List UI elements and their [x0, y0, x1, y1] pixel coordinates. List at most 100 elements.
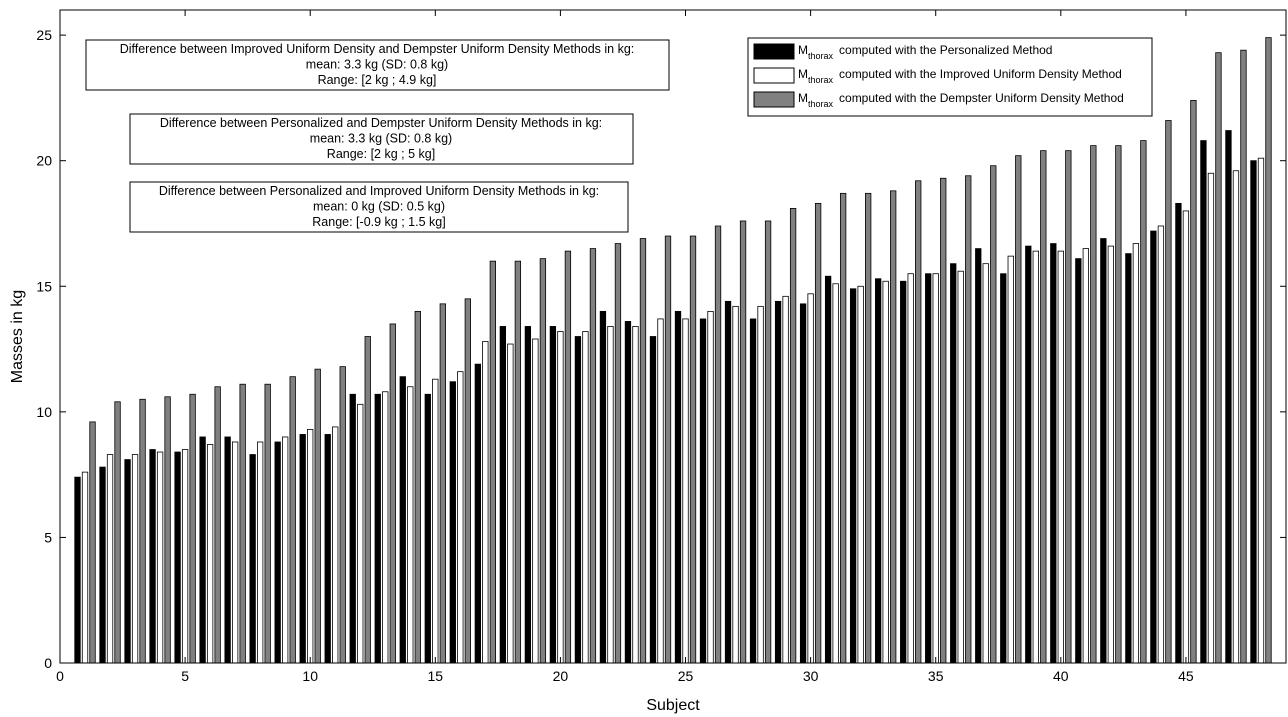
bar-series1-subject-12	[349, 393, 356, 664]
bar-series3-subject-47	[1240, 49, 1247, 664]
bar-series3-subject-3	[139, 398, 146, 664]
bar-series2-subject-4	[156, 451, 164, 664]
annotation-line: Difference between Personalized and Impr…	[159, 184, 599, 198]
bar-series3-subject-15	[439, 303, 446, 664]
annotation-line: mean: 3.3 kg (SD: 0.8 kg)	[310, 132, 452, 146]
bar-series3-subject-39	[1040, 150, 1047, 664]
bar-series1-subject-39	[1025, 245, 1032, 664]
bar-series1-subject-25	[674, 310, 682, 664]
bar-series1-subject-17	[474, 363, 481, 664]
bar-series3-subject-24	[664, 235, 672, 664]
bar-series1-subject-30	[799, 303, 807, 664]
bar-series2-subject-46	[1207, 172, 1215, 664]
bar-series2-subject-22	[607, 326, 614, 664]
bar-series3-subject-27	[739, 220, 747, 664]
bar-series2-subject-45	[1182, 210, 1190, 664]
legend-entry-3: Mthorax computed with the Dempster Unifor…	[753, 91, 1124, 109]
bar-series3-subject-40	[1065, 150, 1072, 664]
bar-series3-subject-13	[389, 323, 396, 664]
bar-series1-subject-24	[649, 336, 657, 664]
bar-series1-subject-43	[1125, 253, 1132, 664]
bar-series3-subject-26	[714, 225, 722, 664]
legend-label: Mthorax computed with the Improved Unifor…	[798, 67, 1122, 85]
bar-series2-subject-20	[557, 331, 564, 664]
y-tick-label: 15	[36, 278, 52, 294]
bar-series1-subject-20	[549, 326, 557, 664]
annotation-frame	[129, 181, 629, 233]
y-tick-label: 25	[36, 27, 52, 43]
bar-series2-subject-38	[1007, 255, 1014, 664]
bar-series1-subject-18	[499, 326, 507, 664]
bar-series2-subject-21	[582, 331, 589, 664]
bar-series3-subject-36	[965, 175, 972, 664]
bar-series2-subject-14	[407, 386, 414, 664]
bar-series1-subject-13	[374, 393, 381, 664]
bar-series1-subject-45	[1175, 202, 1182, 664]
bar-series1-subject-22	[599, 310, 607, 664]
bar-series1-subject-32	[849, 288, 857, 664]
bar-series1-subject-47	[1225, 130, 1232, 664]
bar-series3-subject-11	[339, 366, 346, 664]
bar-series3-subject-22	[614, 243, 622, 664]
bar-series1-subject-29	[774, 300, 782, 664]
bar-series1-subject-4	[149, 449, 156, 664]
bar-series1-subject-7	[224, 436, 231, 664]
bar-series1-subject-10	[299, 434, 306, 664]
bar-series2-subject-7	[231, 441, 239, 664]
annotation-box-2: Difference between Personalized and Demp…	[129, 113, 634, 165]
annotation-box-3: Difference between Personalized and Impr…	[129, 181, 629, 233]
plot-frame	[59, 9, 1287, 664]
bar-series1-subject-9	[274, 441, 281, 664]
bar-series3-subject-9	[289, 376, 296, 664]
bar-series2-subject-37	[982, 263, 989, 664]
bar-series2-subject-5	[181, 449, 189, 664]
bar-series2-subject-32	[857, 285, 864, 664]
bar-series3-subject-30	[814, 202, 822, 664]
bar-series2-subject-42	[1107, 245, 1114, 664]
bar-series2-subject-2	[106, 454, 114, 664]
bar-series2-subject-18	[507, 343, 514, 664]
bar-series1-subject-41	[1075, 258, 1082, 664]
bar-series2-subject-48	[1257, 157, 1265, 664]
bar-series1-subject-37	[975, 248, 982, 664]
bar-series2-subject-23	[632, 326, 639, 664]
bar-series1-subject-38	[1000, 273, 1007, 664]
bar-series3-subject-4	[164, 396, 171, 664]
bar-series1-subject-42	[1100, 238, 1107, 664]
x-axis-title: Subject	[646, 697, 700, 714]
bars-layer	[74, 37, 1272, 664]
annotation-line: Range: [2 kg ; 5 kg]	[327, 147, 435, 161]
bar-series1-subject-23	[624, 321, 632, 664]
bar-series1-subject-31	[824, 275, 832, 664]
bar-series2-subject-12	[357, 403, 364, 664]
bar-series3-subject-44	[1165, 120, 1172, 664]
bar-series2-subject-17	[482, 341, 489, 664]
bar-series3-subject-38	[1015, 155, 1022, 664]
x-tick-label: 30	[803, 668, 819, 684]
bar-series2-subject-19	[532, 338, 539, 664]
x-tick-label: 25	[678, 668, 694, 684]
bar-series1-subject-21	[574, 336, 582, 664]
bar-series3-subject-10	[314, 368, 321, 664]
bar-series2-subject-36	[957, 270, 964, 664]
bar-series1-subject-19	[524, 326, 532, 664]
bar-series3-subject-46	[1215, 52, 1222, 664]
bar-series3-subject-20	[564, 250, 572, 664]
bar-series2-subject-28	[757, 305, 764, 664]
bar-series2-subject-10	[307, 429, 314, 664]
bar-series2-subject-31	[832, 283, 839, 664]
bar-series2-subject-6	[206, 444, 214, 664]
bar-series1-subject-16	[449, 381, 456, 664]
bar-series1-subject-48	[1250, 160, 1257, 664]
bar-series2-subject-47	[1232, 170, 1240, 664]
bar-series1-subject-46	[1200, 140, 1207, 664]
bar-series1-subject-44	[1150, 230, 1157, 664]
bar-series3-subject-18	[514, 260, 522, 664]
annotation-frame	[85, 39, 670, 91]
bar-series3-subject-23	[639, 238, 647, 664]
bar-series3-subject-1	[89, 421, 96, 664]
bar-series1-subject-1	[74, 476, 81, 664]
bar-series3-subject-48	[1265, 37, 1272, 664]
bar-series1-subject-27	[724, 300, 732, 664]
bar-series1-subject-8	[249, 454, 256, 664]
